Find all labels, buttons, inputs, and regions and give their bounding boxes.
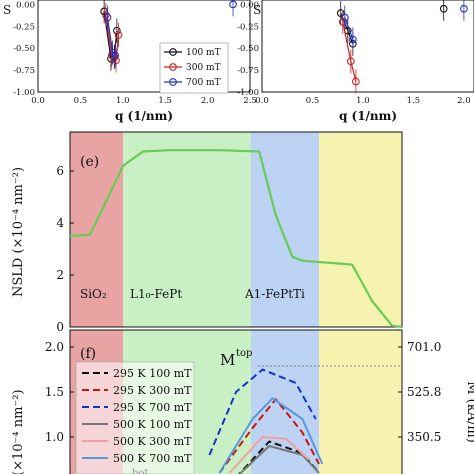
data-point (111, 51, 120, 60)
y-tick-label: 0.00 (240, 0, 259, 10)
legend-marker (169, 63, 177, 71)
x-tick-label: 1.0 (356, 96, 370, 106)
y-tick-label: -0.75 (237, 66, 259, 76)
y-tick-label: 2 (56, 268, 64, 282)
legend-label: 500 K 700 mT (113, 452, 192, 465)
legend-label: 500 K 300 mT (113, 435, 192, 448)
y-tick-label-right: 525.8 (407, 385, 441, 399)
legend-label: 295 K 100 mT (113, 367, 192, 380)
panel-tl-frame (37, 0, 251, 93)
panel-tr-xlabel: q (1/nm) (339, 109, 397, 123)
data-point (340, 13, 349, 22)
panel-top-right: S 0.00 -0.25 -0.50 -0.75 -1.00 0.0 0.5 1.0 1.5 2… (237, 0, 474, 123)
legend-box (75, 361, 195, 474)
data-point (108, 48, 117, 57)
x-tick-label: 2.0 (457, 96, 471, 106)
legend-label: 500 K 100 mT (113, 418, 192, 431)
panel-f-legend: 295 K 100 mT 295 K 300 mT 295 K 700 mT 500 … (75, 361, 195, 474)
data-point (439, 4, 448, 13)
data-point (346, 57, 355, 66)
panel-tl-ylabel-fragment: S (3, 3, 11, 17)
legend-label: 100 mT (186, 48, 221, 58)
data-point (352, 77, 360, 86)
region-label: L1₀-FePt (130, 287, 182, 301)
x-tick-label: 1.0 (116, 96, 130, 106)
panel-f-label: (f) (80, 346, 96, 362)
profile-500-K-300-mT (228, 436, 310, 474)
data-point (229, 0, 237, 9)
data-point (103, 13, 112, 22)
y-tick-label: 0.00 (16, 0, 35, 10)
legend-marker (169, 78, 177, 86)
region-label: A1-FePt (244, 287, 293, 301)
data-point (349, 35, 357, 44)
nsld-profile-line (69, 149, 403, 329)
region-label: Ti (293, 287, 305, 301)
y-tick-label: 0 (56, 320, 64, 334)
data-point (460, 4, 468, 13)
profile-500-K-100-mT (238, 445, 320, 474)
x-tick-label: 1.5 (158, 96, 172, 106)
x-tick-label: 1.5 (407, 96, 421, 106)
profile-295-K-700-mT (208, 368, 317, 456)
region-band (319, 132, 402, 327)
m-top-annotation: M (220, 351, 235, 369)
data-point (114, 31, 123, 39)
panel-f: (f) M top bot 2.01.51.0 701.0525.8350.5 … (11, 329, 474, 474)
panel-f-ylabel-right: M (kA/m) (464, 381, 474, 443)
series-line-700-mT (344, 17, 354, 40)
x-tick-label: 0.0 (31, 96, 45, 106)
x-tick-label: 2.5 (243, 96, 257, 106)
legend-label: 300 mT (186, 63, 221, 73)
y-tick-label: -0.50 (237, 44, 259, 54)
legend-label: 295 K 300 mT (113, 384, 192, 397)
region-label: SiO₂ (80, 287, 107, 301)
data-point (113, 26, 121, 35)
x-tick-label: 2.0 (201, 96, 215, 106)
panel-tl-legend: 100 mT 300 mT 700 mT (159, 42, 229, 94)
x-tick-label: 0.5 (74, 96, 88, 106)
y-tick-label: 6 (56, 164, 64, 178)
profile-295-K-300-mT (218, 398, 320, 474)
region-band (123, 132, 251, 327)
y-tick-label: -1.00 (13, 88, 35, 98)
y-tick-label-right: 701.0 (407, 340, 441, 354)
y-tick-label: -0.25 (13, 22, 35, 32)
m-top-annotation-sup: top (236, 348, 252, 359)
panel-e-ylabel: NSLD (×10⁻⁴ nm⁻²) (11, 167, 26, 297)
region-band (319, 330, 402, 474)
panel-f-frame (69, 329, 403, 474)
legend-label: 295 K 700 mT (113, 401, 192, 414)
region-band (70, 132, 124, 327)
x-tick-label: 0.5 (306, 96, 320, 106)
panel-top-left: S 0.00 -0.25 -0.50 -0.75 -1.00 0.0 0.5 1.0 1.5 2… (3, 0, 257, 123)
legend-label: 700 mT (186, 78, 221, 88)
profile-500-K-700-mT (218, 397, 324, 474)
panel-tl-xlabel: q (1/nm) (115, 109, 173, 123)
y-tick-label: -0.75 (13, 66, 35, 76)
y-tick-label-right: 350.5 (407, 430, 441, 444)
y-tick-label: -1.00 (237, 88, 259, 98)
y-tick-label: 2.0 (45, 340, 64, 354)
legend-marker (169, 48, 177, 56)
y-tick-label: 1.5 (45, 385, 64, 399)
panel-e-label: (e) (80, 154, 99, 170)
y-tick-label: 4 (56, 216, 64, 230)
panel-tr-ylabel-fragment: S (253, 3, 261, 17)
y-tick-label: -0.50 (13, 44, 35, 54)
panel-e: (e) 0 2 4 6 NSLD (×10⁻⁴ nm⁻²) SiO₂ L1₀-FePt A… (11, 131, 403, 334)
y-tick-label: -0.25 (237, 22, 259, 32)
x-tick-label: 0.0 (255, 96, 269, 106)
panel-e-frame (69, 131, 403, 328)
panel-f-ylabel-fragment: D (×10⁻⁴ nm⁻²) (11, 389, 26, 474)
y-tick-label: 1.0 (45, 430, 64, 444)
data-point (336, 9, 345, 17)
profile-295-K-100-mT (237, 440, 320, 474)
panel-tr-frame (261, 0, 474, 93)
